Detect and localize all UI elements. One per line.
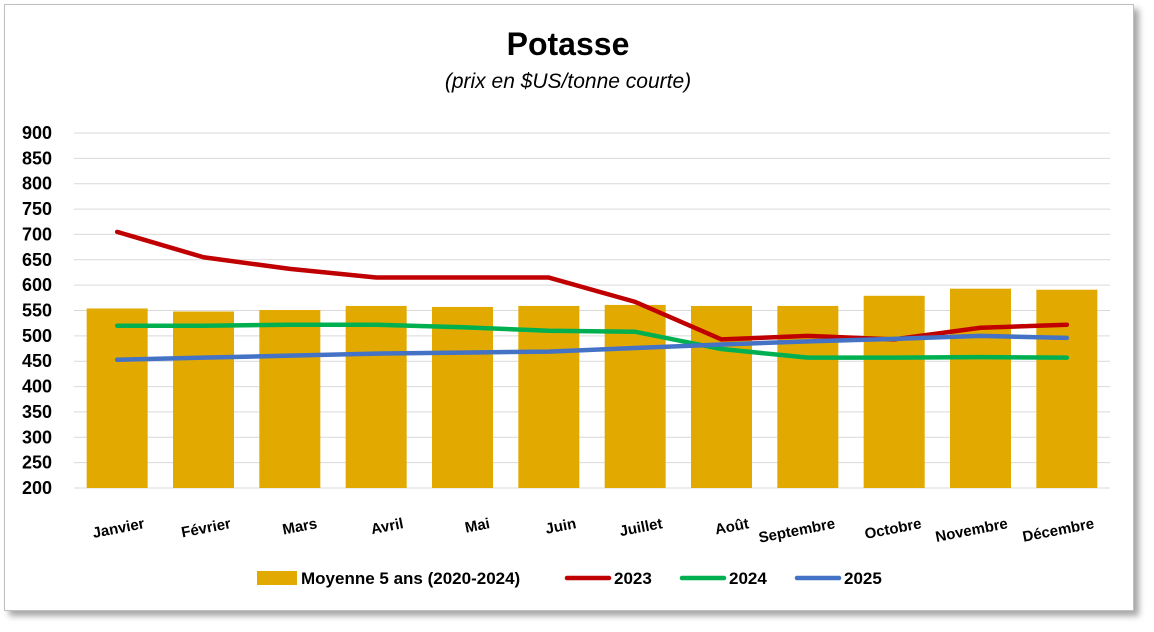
bar <box>950 288 1011 488</box>
bars <box>86 288 1098 488</box>
bar <box>691 305 752 488</box>
bar <box>173 311 234 488</box>
bar <box>86 308 148 488</box>
y-tick-label: 650 <box>22 250 52 270</box>
y-tick-label: 500 <box>22 326 52 346</box>
y-tick-label: 350 <box>22 402 52 422</box>
y-tick-label: 800 <box>22 174 52 194</box>
chart-title: Potasse <box>506 26 630 62</box>
y-tick-label: 550 <box>22 301 52 321</box>
x-tick-label: Février <box>180 515 233 541</box>
y-tick-label: 200 <box>22 478 52 498</box>
x-tick-label: Janvier <box>91 515 146 542</box>
y-tick-label: 400 <box>22 377 52 397</box>
x-tick-label: Mai <box>463 515 491 536</box>
y-tick-label: 700 <box>22 224 52 244</box>
legend-label: Moyenne 5 ans (2020-2024) <box>301 569 520 588</box>
x-tick-label: Septembre <box>757 515 836 546</box>
legend-label: 2025 <box>844 569 882 588</box>
x-tick-label: Mars <box>281 515 319 538</box>
y-tick-label: 450 <box>22 351 52 371</box>
legend-label: 2023 <box>614 569 652 588</box>
grid-lines <box>74 132 1110 489</box>
series-lines <box>114 229 1070 362</box>
bar <box>863 295 925 488</box>
y-tick-label: 300 <box>22 427 52 447</box>
bar <box>1036 289 1098 488</box>
bar <box>518 305 580 488</box>
bar <box>777 305 839 488</box>
legend-swatch-bar <box>257 571 297 585</box>
x-tick-label: Juin <box>544 515 578 538</box>
chart-subtitle: (prix en $US/tonne courte) <box>444 70 692 93</box>
series-line-2024 <box>114 322 1070 360</box>
x-axis: Janvier Février Mars Avril Mai Juin Juillet Aoû… <box>91 515 1095 547</box>
y-tick-label: 250 <box>22 453 52 473</box>
y-tick-label: 750 <box>22 199 52 219</box>
x-tick-label: Avril <box>369 515 404 538</box>
bar <box>259 309 321 488</box>
x-tick-label: Juillet <box>618 515 664 540</box>
legend-label: 2024 <box>729 569 767 588</box>
x-tick-label: Décembre <box>1021 515 1095 546</box>
y-axis: 900 850 800 750 700 650 600 550 500 450 400 350 300 2… <box>22 123 52 498</box>
bar <box>345 305 407 488</box>
bar <box>432 306 493 488</box>
x-tick-label: Novembre <box>934 515 1009 546</box>
y-tick-label: 600 <box>22 275 52 295</box>
series-line-2025 <box>114 333 1070 362</box>
x-tick-label: Octobre <box>863 515 923 543</box>
y-tick-label: 900 <box>22 123 52 143</box>
legend: Moyenne 5 ans (2020-2024) 2023 2024 2025 <box>257 569 882 588</box>
y-tick-label: 850 <box>22 148 52 168</box>
x-tick-label: Août <box>713 515 750 538</box>
